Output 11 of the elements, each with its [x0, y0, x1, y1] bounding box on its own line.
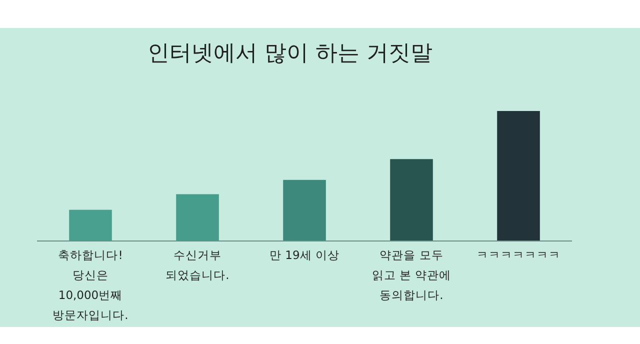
- bar: [497, 111, 540, 241]
- bar: [283, 180, 326, 241]
- x-tick-label: 만 19세 이상: [270, 248, 340, 262]
- bar: [176, 194, 219, 241]
- x-tick-label: ㅋㅋㅋㅋㅋㅋㅋ: [476, 248, 560, 262]
- chart-title: 인터넷에서 많이 하는 거짓말: [148, 41, 432, 66]
- x-tick-label: 축하합니다! 당신은 10,000번째 방문자입니다.: [52, 248, 128, 322]
- x-tick-label: 약관을 모두 읽고 본 약관에 동의합니다.: [372, 248, 452, 302]
- bar: [69, 210, 112, 241]
- x-tick-label: 수신거부 되었습니다.: [166, 248, 230, 282]
- bar: [390, 159, 433, 241]
